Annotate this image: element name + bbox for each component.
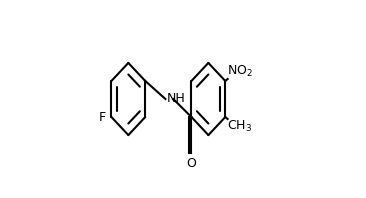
Text: O: O — [187, 157, 197, 170]
Text: F: F — [98, 110, 105, 124]
Text: CH$_3$: CH$_3$ — [227, 119, 253, 134]
Text: NH: NH — [167, 92, 185, 106]
Text: NO$_2$: NO$_2$ — [227, 64, 253, 79]
